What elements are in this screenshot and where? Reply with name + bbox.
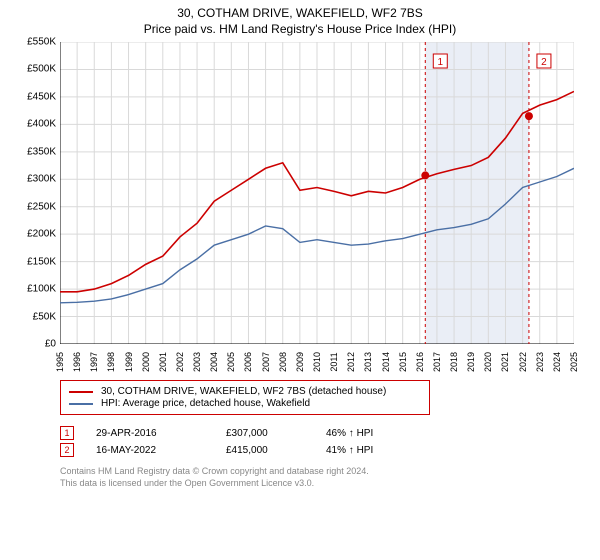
x-tick-label: 2025 [569,352,579,372]
x-tick-label: 2011 [329,352,339,371]
sale-date: 29-APR-2016 [96,428,226,439]
y-tick-label: £250K [27,201,56,212]
sale-pct: 41% ↑ HPI [326,445,426,456]
y-tick-label: £0 [45,339,56,350]
x-tick-label: 2008 [278,352,288,372]
plot-region: 12 [60,42,574,344]
footer-attribution: Contains HM Land Registry data © Crown c… [60,466,580,489]
legend-box: 30, COTHAM DRIVE, WAKEFIELD, WF2 7BS (de… [60,380,430,415]
x-tick-label: 1998 [106,352,116,372]
sale-row: 1 29-APR-2016£307,00046% ↑ HPI [60,426,580,440]
sales-table: 1 29-APR-2016£307,00046% ↑ HPI 2 16-MAY-202… [60,423,580,460]
sale-badge: 1 [60,426,74,440]
x-tick-label: 1996 [72,352,82,372]
y-tick-label: £100K [27,284,56,295]
legend-label: HPI: Average price, detached house, Wake… [101,398,310,409]
x-tick-label: 2012 [346,352,356,372]
x-tick-label: 2019 [466,352,476,372]
sale-date: 16-MAY-2022 [96,445,226,456]
sale-row: 2 16-MAY-2022£415,00041% ↑ HPI [60,443,580,457]
legend-item: HPI: Average price, detached house, Wake… [69,398,421,409]
chart-container: 30, COTHAM DRIVE, WAKEFIELD, WF2 7BS Pri… [0,0,600,560]
legend-swatch [69,403,93,405]
x-tick-label: 2018 [449,352,459,372]
x-tick-label: 2015 [398,352,408,372]
legend-label: 30, COTHAM DRIVE, WAKEFIELD, WF2 7BS (de… [101,386,386,397]
y-tick-label: £550K [27,37,56,48]
chart-svg: 12 [60,42,574,344]
x-tick-label: 1995 [55,352,65,372]
legend-swatch [69,391,93,393]
y-tick-label: £200K [27,229,56,240]
x-tick-label: 2002 [175,352,185,372]
y-tick-label: £400K [27,119,56,130]
x-tick-label: 2000 [141,352,151,372]
x-tick-label: 2001 [158,352,168,372]
x-tick-label: 2009 [295,352,305,372]
x-tick-label: 2007 [261,352,271,372]
x-tick-label: 1999 [124,352,134,372]
x-tick-label: 2017 [432,352,442,372]
x-tick-label: 2010 [312,352,322,372]
x-tick-label: 2004 [209,352,219,372]
x-tick-label: 2023 [535,352,545,372]
x-tick-label: 2016 [415,352,425,372]
y-tick-label: £350K [27,146,56,157]
x-tick-label: 2021 [500,352,510,372]
legend-item: 30, COTHAM DRIVE, WAKEFIELD, WF2 7BS (de… [69,386,421,397]
x-tick-label: 2014 [381,352,391,372]
x-tick-label: 2003 [192,352,202,372]
sale-pct: 46% ↑ HPI [326,428,426,439]
x-tick-label: 2022 [518,352,528,372]
sale-price: £307,000 [226,428,326,439]
sale-badge: 2 [60,443,74,457]
y-tick-label: £150K [27,256,56,267]
title-block: 30, COTHAM DRIVE, WAKEFIELD, WF2 7BS Pri… [20,6,580,42]
x-tick-label: 2024 [552,352,562,372]
x-axis-labels: 1995199619971998199920002001200220032004… [60,344,574,372]
svg-text:1: 1 [438,57,444,68]
x-tick-label: 2006 [243,352,253,372]
x-tick-label: 2013 [363,352,373,372]
y-tick-label: £300K [27,174,56,185]
svg-text:2: 2 [541,57,547,68]
sale-price: £415,000 [226,445,326,456]
title-address: 30, COTHAM DRIVE, WAKEFIELD, WF2 7BS [20,6,580,20]
y-tick-label: £500K [27,64,56,75]
footer-line2: This data is licensed under the Open Gov… [60,478,580,490]
x-tick-label: 2020 [483,352,493,372]
x-tick-label: 2005 [226,352,236,372]
y-axis-labels: £0£50K£100K£150K£200K£250K£300K£350K£400… [16,42,58,344]
x-tick-label: 1997 [89,352,99,372]
title-subtitle: Price paid vs. HM Land Registry's House … [20,22,580,36]
chart-area: £0£50K£100K£150K£200K£250K£300K£350K£400… [60,42,574,372]
y-tick-label: £50K [33,311,56,322]
y-tick-label: £450K [27,91,56,102]
footer-line1: Contains HM Land Registry data © Crown c… [60,466,580,478]
